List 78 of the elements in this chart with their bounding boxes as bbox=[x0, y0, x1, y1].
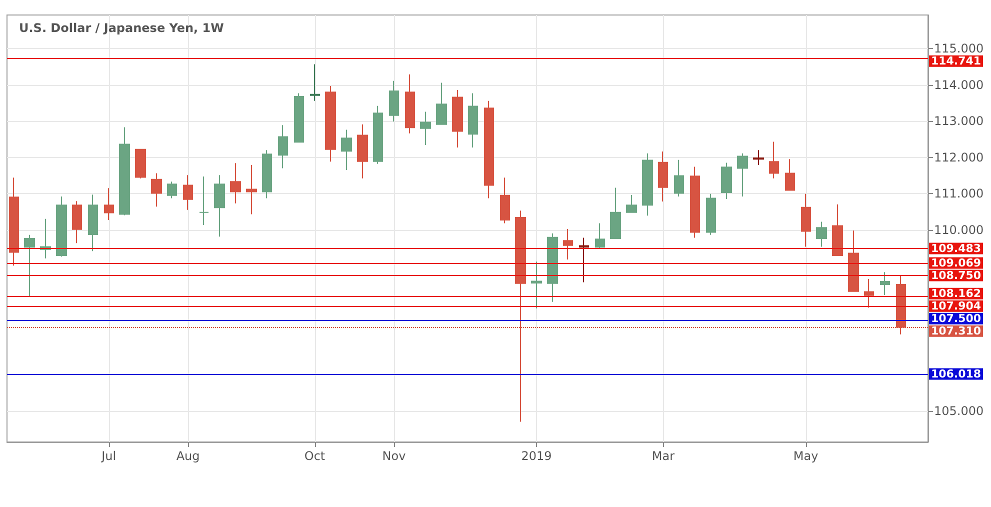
candlestick bbox=[405, 74, 415, 134]
candlestick bbox=[864, 278, 874, 308]
candlestick bbox=[452, 89, 463, 148]
candlestick bbox=[500, 177, 510, 224]
candlestick bbox=[104, 188, 114, 220]
candlestick bbox=[357, 124, 368, 179]
candlestick bbox=[436, 82, 447, 125]
ref-line-label: 107.310 bbox=[930, 324, 982, 338]
y-tick-label: 114.000 bbox=[934, 78, 984, 92]
candlestick bbox=[88, 194, 98, 252]
candlestick bbox=[785, 158, 795, 191]
candlestick bbox=[246, 164, 257, 215]
candlestick bbox=[547, 232, 558, 302]
y-tick-label: 105.000 bbox=[934, 404, 984, 418]
candlestick bbox=[737, 152, 748, 197]
candlestick bbox=[626, 194, 637, 213]
x-tick-label: Aug bbox=[176, 449, 200, 463]
ref-line-label: 107.904 bbox=[930, 300, 982, 313]
candlestick bbox=[24, 234, 35, 298]
ref-line-label: 114.741 bbox=[930, 54, 982, 68]
y-tick-label: 112.000 bbox=[934, 150, 984, 164]
candlestick bbox=[801, 193, 811, 248]
x-tick-label: Nov bbox=[382, 449, 406, 463]
candlestick bbox=[278, 124, 288, 169]
candlestick bbox=[690, 166, 700, 238]
candlestick bbox=[183, 174, 193, 210]
candlestick bbox=[262, 150, 272, 199]
candlestick bbox=[199, 176, 209, 226]
candlestick bbox=[9, 177, 19, 266]
candlestick bbox=[674, 159, 684, 197]
candlestick bbox=[531, 261, 542, 309]
candlestick bbox=[880, 272, 890, 296]
ref-line-label: 107.500 bbox=[930, 312, 982, 326]
x-tick-label: 2019 bbox=[521, 449, 552, 463]
ref-line-label: 108.750 bbox=[930, 269, 982, 282]
x-tick-label: Mar bbox=[652, 449, 675, 463]
candlestick bbox=[72, 200, 82, 244]
text: U.S. Dollar / Japanese Yen, 1W bbox=[19, 21, 224, 35]
candlestick bbox=[373, 105, 383, 164]
candlestick bbox=[579, 237, 589, 283]
candlestick bbox=[341, 129, 352, 171]
candlestick bbox=[420, 111, 431, 146]
candlestick bbox=[214, 174, 225, 238]
candlestick bbox=[769, 141, 779, 179]
candlestick bbox=[294, 92, 304, 143]
candlestick bbox=[167, 181, 177, 199]
candlestick bbox=[753, 150, 764, 166]
ref-line-label: 108.162 bbox=[930, 287, 982, 300]
candlestick bbox=[230, 162, 241, 204]
candlestick bbox=[56, 196, 67, 258]
candlestick bbox=[325, 85, 336, 162]
candlestick bbox=[848, 230, 859, 292]
y-tick-label: 115.000 bbox=[934, 42, 984, 56]
candlestick bbox=[468, 92, 478, 148]
candlestick bbox=[563, 228, 573, 260]
y-tick-label: 111.000 bbox=[934, 186, 984, 201]
x-tick-label: Oct bbox=[304, 449, 326, 463]
ref-line-label: 109.483 bbox=[930, 242, 982, 255]
x-tick-label: May bbox=[793, 449, 818, 463]
candlestick bbox=[484, 100, 494, 199]
y-tick-label: 110.000 bbox=[934, 222, 984, 237]
candlestick bbox=[642, 152, 653, 216]
ref-line-label: 106.018 bbox=[930, 367, 982, 380]
y-tick-label: 113.000 bbox=[934, 114, 984, 128]
candlestick bbox=[610, 187, 621, 239]
candlestick bbox=[706, 193, 716, 236]
candlestick bbox=[832, 204, 843, 256]
candlestick bbox=[595, 222, 605, 249]
candlestick bbox=[135, 148, 146, 179]
candlestick bbox=[658, 151, 668, 202]
candlestick bbox=[151, 172, 162, 208]
candlestick bbox=[389, 80, 399, 122]
ref-line-label: 109.069 bbox=[930, 256, 982, 270]
candlestick bbox=[721, 162, 732, 200]
candlestick bbox=[310, 64, 320, 102]
candlestick bbox=[816, 221, 827, 248]
candlestick bbox=[119, 126, 130, 216]
x-tick-label: Jul bbox=[100, 449, 116, 463]
